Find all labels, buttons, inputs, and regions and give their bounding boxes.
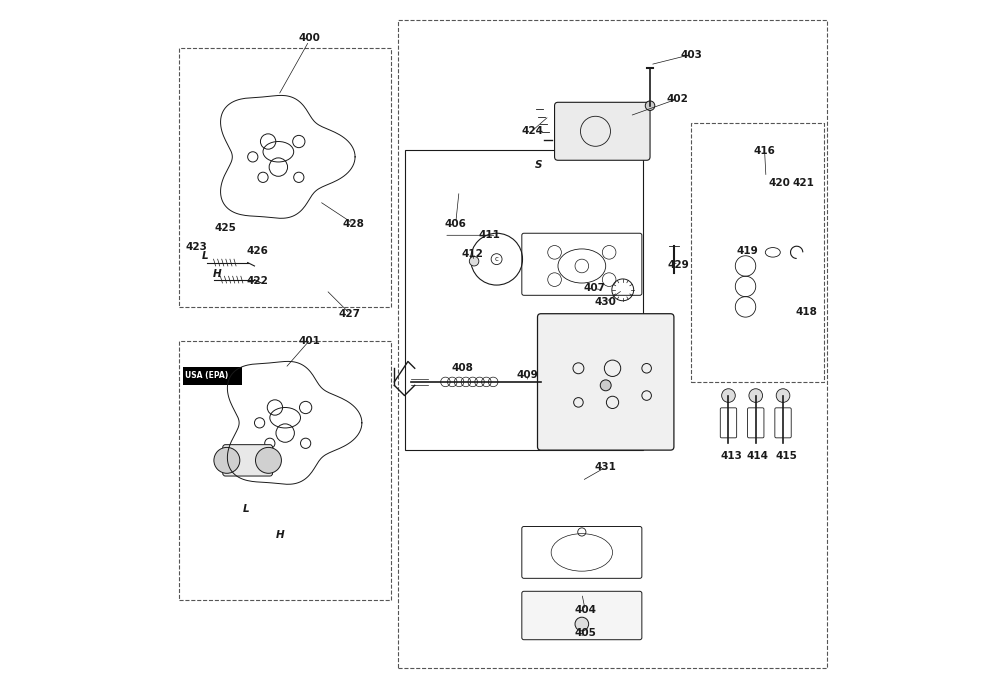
Bar bbox=[691, 123, 824, 382]
FancyBboxPatch shape bbox=[538, 314, 674, 450]
Circle shape bbox=[722, 389, 735, 402]
Text: 419: 419 bbox=[736, 246, 758, 256]
Text: 400: 400 bbox=[298, 33, 320, 42]
Text: S: S bbox=[535, 160, 543, 170]
Text: 416: 416 bbox=[754, 147, 776, 156]
Text: 403: 403 bbox=[680, 50, 702, 59]
Text: 408: 408 bbox=[452, 364, 473, 373]
Circle shape bbox=[256, 447, 281, 473]
Text: 406: 406 bbox=[445, 219, 467, 228]
Text: 401: 401 bbox=[298, 336, 320, 346]
Text: 431: 431 bbox=[595, 462, 617, 472]
Text: 412: 412 bbox=[462, 250, 484, 259]
Bar bbox=[398, 20, 827, 668]
Text: 409: 409 bbox=[516, 370, 538, 380]
FancyBboxPatch shape bbox=[223, 445, 273, 476]
FancyBboxPatch shape bbox=[555, 102, 650, 160]
Circle shape bbox=[645, 101, 655, 110]
Text: 415: 415 bbox=[776, 451, 797, 460]
Text: 411: 411 bbox=[479, 231, 501, 240]
Text: 418: 418 bbox=[796, 307, 818, 316]
Text: 429: 429 bbox=[668, 260, 690, 269]
FancyBboxPatch shape bbox=[522, 591, 642, 640]
Text: 423: 423 bbox=[186, 242, 207, 252]
Bar bbox=[179, 341, 391, 600]
Text: H: H bbox=[276, 531, 285, 540]
Text: 402: 402 bbox=[666, 94, 688, 104]
Text: L: L bbox=[243, 505, 250, 514]
Text: H: H bbox=[213, 269, 221, 279]
Text: 414: 414 bbox=[747, 451, 769, 460]
Circle shape bbox=[214, 447, 240, 473]
Circle shape bbox=[749, 389, 763, 402]
Text: 428: 428 bbox=[342, 219, 364, 228]
FancyBboxPatch shape bbox=[183, 367, 242, 385]
Text: 413: 413 bbox=[721, 451, 743, 460]
Bar bbox=[405, 150, 643, 450]
Text: USA (EPA): USA (EPA) bbox=[185, 371, 228, 381]
Text: 426: 426 bbox=[247, 246, 269, 256]
Text: L: L bbox=[201, 251, 208, 261]
Circle shape bbox=[776, 389, 790, 402]
Bar bbox=[179, 48, 391, 307]
Circle shape bbox=[469, 256, 479, 266]
Text: 425: 425 bbox=[215, 224, 237, 233]
Text: 420: 420 bbox=[769, 178, 791, 188]
Circle shape bbox=[575, 617, 589, 631]
Text: 421: 421 bbox=[793, 178, 814, 188]
Text: 427: 427 bbox=[339, 309, 361, 318]
Text: 405: 405 bbox=[574, 628, 596, 638]
Text: 422: 422 bbox=[247, 276, 269, 286]
Text: 424: 424 bbox=[521, 126, 543, 136]
Text: 407: 407 bbox=[583, 284, 605, 293]
Text: 404: 404 bbox=[574, 606, 596, 615]
Text: 430: 430 bbox=[595, 297, 617, 307]
Circle shape bbox=[600, 380, 611, 391]
Text: c: c bbox=[495, 256, 499, 262]
